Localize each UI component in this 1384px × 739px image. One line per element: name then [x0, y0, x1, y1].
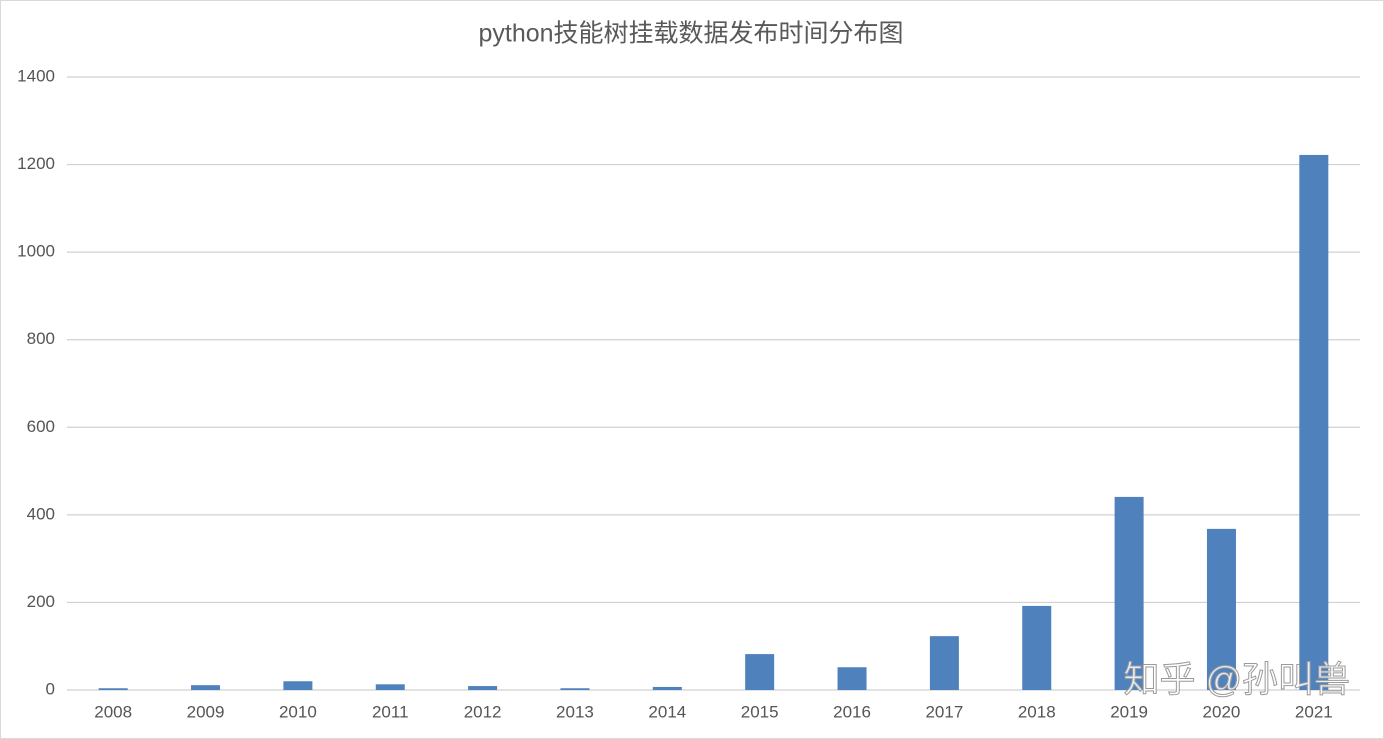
y-tick-label: 1400 — [17, 66, 55, 85]
y-tick-label: 1000 — [17, 242, 55, 261]
bar — [652, 686, 682, 690]
bar — [375, 684, 405, 690]
x-tick-label: 2019 — [1110, 702, 1148, 721]
bar — [929, 636, 959, 690]
x-tick-label: 2017 — [925, 702, 963, 721]
x-tick-label: 2012 — [464, 702, 502, 721]
x-tick-label: 2009 — [187, 702, 225, 721]
x-tick-label: 2014 — [648, 702, 686, 721]
x-tick-label: 2008 — [94, 702, 132, 721]
bar — [98, 688, 128, 690]
x-tick-label: 2011 — [372, 702, 409, 721]
bar — [745, 654, 775, 690]
x-tick-label: 2021 — [1295, 702, 1333, 721]
x-tick-label: 2015 — [741, 702, 779, 721]
y-tick-label: 0 — [46, 679, 55, 698]
bar — [1206, 528, 1236, 690]
x-tick-label: 2010 — [279, 702, 317, 721]
watermark: 知乎 @孙叫兽 — [1123, 659, 1350, 700]
bar — [560, 688, 590, 690]
x-tick-label: 2020 — [1203, 702, 1241, 721]
y-tick-label: 800 — [27, 329, 55, 348]
x-tick-label: 2013 — [556, 702, 594, 721]
bar — [191, 685, 221, 690]
y-tick-label: 200 — [27, 592, 55, 611]
bar — [1022, 605, 1052, 690]
y-tick-label: 1200 — [17, 154, 55, 173]
chart-title: python技能树挂载数据发布时间分布图 — [478, 20, 903, 48]
y-tick-label: 400 — [27, 504, 55, 523]
x-tick-label: 2016 — [833, 702, 871, 721]
x-tick-label: 2018 — [1018, 702, 1056, 721]
bar — [468, 686, 498, 690]
bar — [283, 681, 313, 690]
bar — [1114, 496, 1144, 690]
bar — [837, 667, 867, 690]
bar — [1299, 154, 1329, 690]
y-tick-label: 600 — [27, 417, 55, 436]
